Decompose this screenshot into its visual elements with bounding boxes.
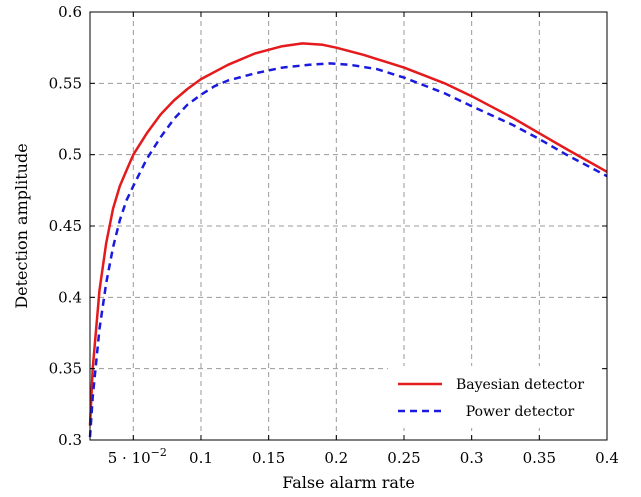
- y-tick-label: 0.55: [49, 74, 82, 92]
- y-tick-label: 0.5: [58, 146, 82, 164]
- x-tick-labels: 5 · 10−2 0.1 0.15 0.2 0.25 0.3 0.35 0.4: [108, 446, 619, 467]
- x-tick-label: 0.25: [387, 449, 420, 467]
- y-tick-label: 0.45: [49, 217, 82, 235]
- legend: Bayesian detector Power detector: [388, 366, 602, 428]
- x-tick-label-mantissa: 5 · 10: [108, 449, 151, 467]
- y-tick-label: 0.35: [49, 360, 82, 378]
- x-tick-label: 0.3: [460, 449, 484, 467]
- y-axis-label: Detection amplitude: [12, 143, 31, 308]
- y-tick-label: 0.3: [58, 431, 82, 449]
- x-tick-label: 0.35: [523, 449, 556, 467]
- x-tick-label: 0.4: [595, 449, 619, 467]
- series-layer: [88, 42, 608, 438]
- series-line-power-detector: [88, 62, 608, 438]
- x-tick-label-exponent: −2: [151, 446, 167, 459]
- x-axis-label: False alarm rate: [282, 473, 415, 492]
- legend-label-bayesian-detector: Bayesian detector: [456, 377, 584, 393]
- x-tick-label: 5 · 10−2: [108, 446, 167, 467]
- tick-marks: [90, 11, 608, 441]
- x-tick-label: 0.15: [252, 449, 285, 467]
- legend-box: [388, 366, 602, 428]
- series-line-bayesian-detector: [88, 42, 608, 426]
- y-tick-label: 0.4: [58, 288, 82, 306]
- y-tick-label: 0.6: [58, 3, 82, 21]
- x-tick-label: 0.2: [324, 449, 348, 467]
- x-tick-label: 0.1: [189, 449, 213, 467]
- y-tick-labels: 0.3 0.35 0.4 0.45 0.5 0.55 0.6: [49, 3, 82, 449]
- legend-label-power-detector: Power detector: [466, 404, 575, 420]
